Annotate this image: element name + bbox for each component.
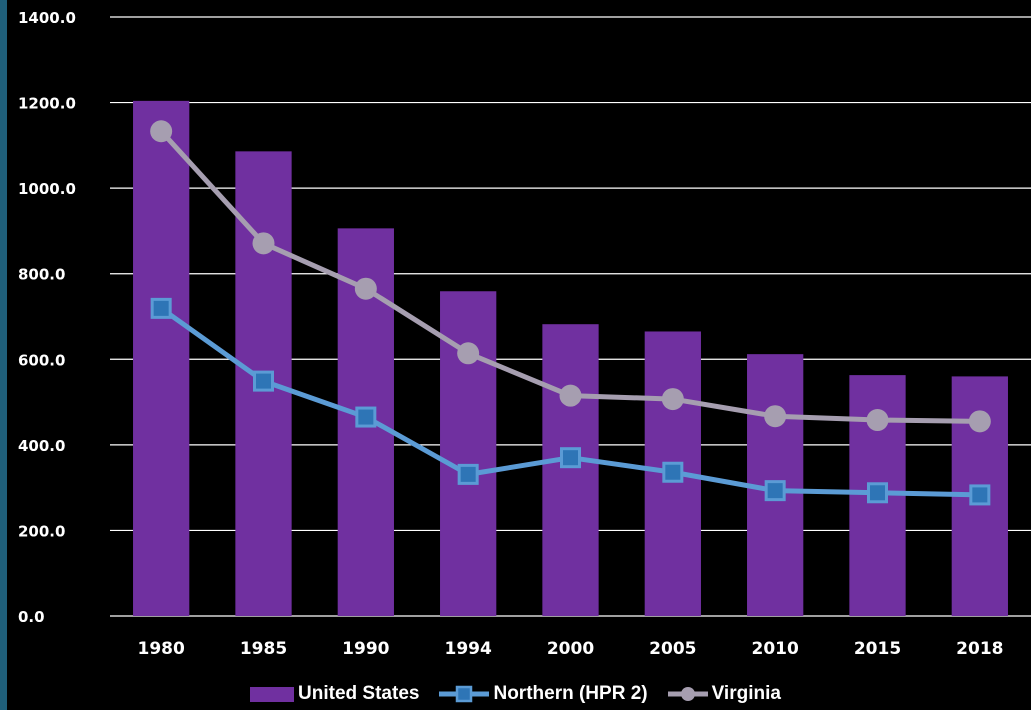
legend-label-united-states: United States [298,683,420,704]
bar-united-states [542,324,599,616]
legend-item-virginia: Virginia [667,683,781,705]
x-tick-label: 1985 [240,639,287,659]
point-northern [150,297,172,319]
point-northern [764,480,786,502]
point-virginia [354,277,377,300]
point-northern [253,370,274,392]
legend-item-northern: Northern (HPR 2) [439,683,648,705]
legend: United States Northern (HPR 2) Virginia [0,680,1031,708]
legend-label-virginia: Virginia [711,683,781,704]
point-virginia [764,405,787,428]
legend-circle-line-swatch [667,687,708,701]
x-tick-label: 2018 [956,639,1003,659]
point-northern [867,482,888,504]
bar-united-states [133,100,190,617]
y-tick-label: 200.0 [18,522,65,540]
point-virginia [661,388,684,411]
y-tick-label: 1200.0 [18,95,76,113]
y-axis-ticks: 0.0 200.0 400.0 600.0 800.0 1000.0 1200.0 1400.… [18,9,76,626]
x-axis-ticks: 1980 1985 1990 1994 2000 2005 2010 2015 2018 [138,639,1004,659]
y-tick-label: 600.0 [18,351,65,369]
x-tick-label: 1980 [138,639,185,659]
left-accent-bar [0,0,7,710]
lines [150,120,991,506]
combo-chart: 0.0 200.0 400.0 600.0 800.0 1000.0 1200.0 1400.… [18,9,1031,659]
point-virginia [559,384,582,407]
x-tick-label: 2010 [752,639,799,659]
y-tick-label: 400.0 [18,437,65,455]
bars-united-states [133,100,1008,617]
x-tick-label: 2005 [649,639,696,659]
x-tick-label: 1990 [342,639,389,659]
point-virginia [150,120,173,143]
point-northern [662,461,684,483]
y-tick-label: 1400.0 [18,9,76,27]
x-tick-label: 2015 [854,639,901,659]
point-northern [560,447,581,469]
point-northern [457,463,479,485]
point-virginia [252,232,275,255]
point-virginia [457,342,480,365]
legend-bar-swatch [250,686,295,702]
point-northern [969,484,991,506]
legend-square-line-swatch [439,685,490,703]
y-tick-label: 0.0 [18,608,45,626]
point-virginia [968,410,991,433]
y-tick-label: 1000.0 [18,180,76,198]
point-northern [355,406,377,428]
legend-item-united-states: United States [250,683,419,705]
legend-label-northern: Northern (HPR 2) [493,683,648,704]
x-tick-label: 2000 [547,639,594,659]
point-virginia [866,409,889,432]
x-tick-label: 1994 [445,639,492,659]
y-tick-label: 800.0 [18,266,65,284]
